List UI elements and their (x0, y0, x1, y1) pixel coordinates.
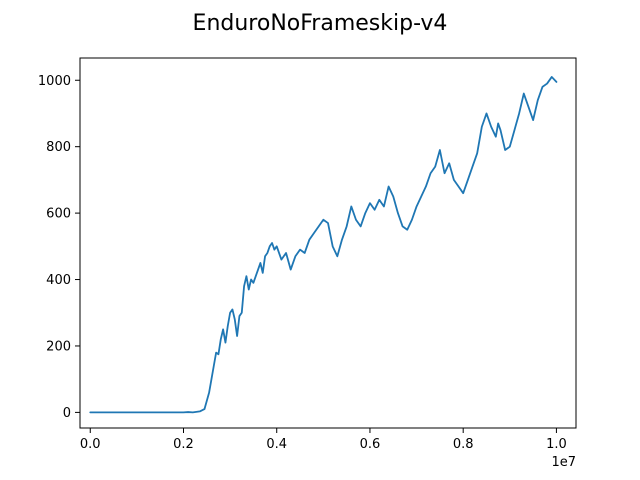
x-axis: 0.0 0.2 0.4 0.6 0.8 1.0 (80, 428, 567, 452)
x-tick-label: 0.6 (360, 437, 381, 452)
chart-title: EnduroNoFrameskip-v4 (193, 11, 448, 36)
x-tick-label: 1.0 (546, 437, 567, 452)
series-line (89, 76, 558, 414)
y-tick-label: 800 (46, 140, 71, 155)
x-offset-label: 1e7 (551, 455, 576, 470)
y-tick-label: 400 (46, 273, 71, 288)
y-tick-label: 200 (46, 339, 71, 354)
series-group (89, 76, 558, 414)
x-tick-label: 0.4 (266, 437, 287, 452)
x-tick-label: 0.8 (453, 437, 474, 452)
x-tick-label: 0.0 (80, 437, 101, 452)
plot-frame (79, 57, 577, 429)
y-tick-label: 1000 (38, 74, 71, 89)
y-tick-label: 0 (63, 406, 71, 421)
y-tick-label: 600 (46, 207, 71, 222)
y-axis: 0 200 400 600 800 1000 (38, 74, 80, 421)
x-tick-label: 0.2 (173, 437, 194, 452)
